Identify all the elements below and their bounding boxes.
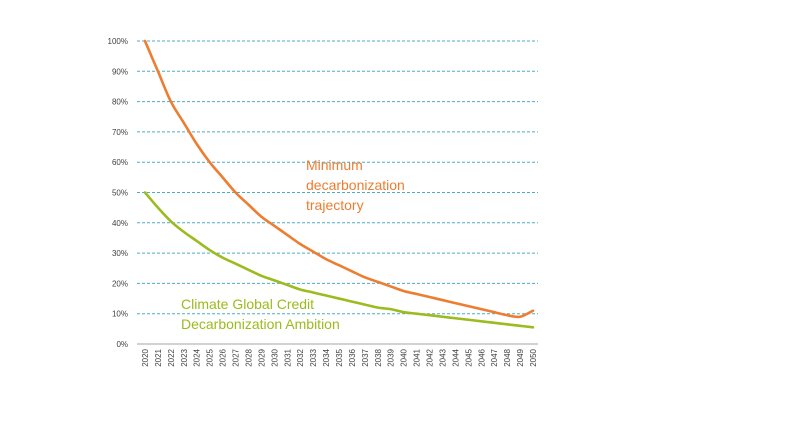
x-tick-label: 2032 bbox=[296, 348, 305, 366]
series-label-line: Decarbonization Ambition bbox=[181, 316, 340, 332]
x-tick-label: 2041 bbox=[413, 348, 422, 366]
series-lines bbox=[143, 39, 535, 329]
y-tick-label: 60% bbox=[112, 158, 128, 167]
x-tick-label: 2047 bbox=[490, 348, 499, 366]
x-tick-label: 2030 bbox=[270, 348, 279, 366]
y-tick-label: 90% bbox=[112, 67, 128, 76]
y-tick-label: 80% bbox=[112, 98, 128, 107]
x-tick-label: 2022 bbox=[167, 348, 176, 366]
y-axis-tick-labels: 0% 10% 20% 30% 40% 50% 60% 70% 80% 90% 100% bbox=[108, 37, 128, 349]
x-tick-label: 2049 bbox=[516, 348, 525, 366]
y-tick-label: 50% bbox=[112, 189, 128, 198]
series-label-line: trajectory bbox=[306, 197, 364, 213]
gridlines bbox=[137, 40, 538, 315]
series-label-line: decarbonization bbox=[306, 177, 405, 193]
x-tick-label: 2040 bbox=[400, 348, 409, 366]
series-label-2: Climate Global Credit Decarbonization Amb… bbox=[181, 296, 340, 332]
series-label-1: Minimum decarbonization trajectory bbox=[306, 157, 405, 213]
y-tick-label: 100% bbox=[108, 37, 128, 46]
y-tick-label: 10% bbox=[112, 310, 128, 319]
x-tick-label: 2024 bbox=[193, 348, 202, 366]
x-tick-label: 2035 bbox=[335, 348, 344, 366]
y-tick-label: 20% bbox=[112, 279, 128, 288]
y-tick-label: 40% bbox=[112, 219, 128, 228]
x-tick-label: 2050 bbox=[529, 348, 538, 366]
x-tick-label: 2046 bbox=[477, 348, 486, 366]
x-tick-label: 2034 bbox=[322, 348, 331, 366]
x-tick-label: 2048 bbox=[503, 348, 512, 366]
y-tick-label: 70% bbox=[112, 128, 128, 137]
y-tick-label: 0% bbox=[116, 340, 128, 349]
series-label-line: Climate Global Credit bbox=[181, 296, 314, 312]
x-tick-label: 2037 bbox=[361, 348, 370, 366]
x-tick-label: 2038 bbox=[374, 348, 383, 366]
x-tick-label: 2031 bbox=[283, 348, 292, 366]
series-label-line: Minimum bbox=[306, 157, 363, 173]
x-tick-label: 2028 bbox=[244, 348, 253, 366]
x-tick-label: 2026 bbox=[219, 348, 228, 366]
x-tick-label: 2036 bbox=[348, 348, 357, 366]
x-tick-label: 2044 bbox=[451, 348, 460, 366]
x-tick-label: 2027 bbox=[232, 348, 241, 366]
x-tick-label: 2042 bbox=[426, 348, 435, 366]
x-axis-tick-labels: 2020 2021 2022 2023 2024 2025 2026 2027 2028 2029… bbox=[141, 348, 538, 366]
x-tick-label: 2025 bbox=[206, 348, 215, 366]
x-tick-label: 2033 bbox=[309, 348, 318, 366]
x-tick-label: 2023 bbox=[180, 348, 189, 366]
series-line-1 bbox=[143, 39, 535, 319]
x-tick-label: 2029 bbox=[257, 348, 266, 366]
y-tick-label: 30% bbox=[112, 249, 128, 258]
x-tick-label: 2021 bbox=[154, 348, 163, 366]
series-annotations: Minimum decarbonization trajectory Climate … bbox=[181, 157, 405, 332]
x-tick-label: 2045 bbox=[464, 348, 473, 366]
x-tick-label: 2039 bbox=[387, 348, 396, 366]
series-line-2 bbox=[143, 191, 535, 329]
x-tick-label: 2043 bbox=[438, 348, 447, 366]
x-tick-label: 2020 bbox=[141, 348, 150, 366]
